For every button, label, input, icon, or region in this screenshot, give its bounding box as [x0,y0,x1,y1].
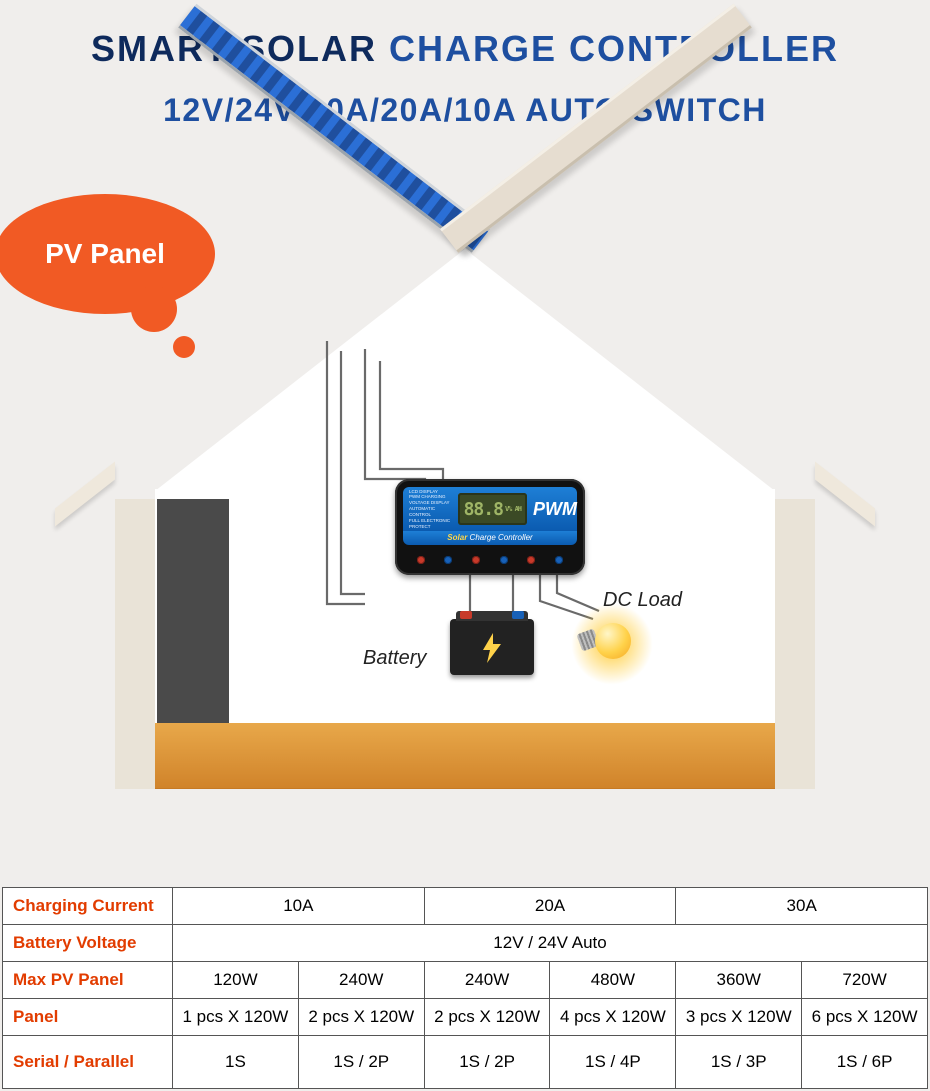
cell: 2 pcs X 120W [424,999,550,1036]
house-diagram: LCD DISPLAY PWM CHARGING VOLTAGE DISPLAY… [65,149,865,799]
pv-panel-callout: PV Panel [0,194,215,314]
lightning-icon [480,633,504,663]
table-row: Max PV Panel120W240W240W480W360W720W [3,962,928,999]
table-row: Panel1 pcs X 120W2 pcs X 120W2 pcs X 120… [3,999,928,1036]
bubble-text: PV Panel [45,238,165,270]
spec-table: Charging Current10A20A30ABattery Voltage… [2,887,928,1089]
battery-icon [450,619,534,675]
cell: 1S [173,1036,299,1089]
interior-sidewall [157,499,229,723]
feat: PROTECT [409,524,458,530]
row-header: Serial / Parallel [3,1036,173,1089]
cell: 480W [550,962,676,999]
table-row: Battery Voltage12V / 24V Auto [3,925,928,962]
cell: 1S / 2P [424,1036,550,1089]
controller-lcd: 88.8 V% AH [458,493,527,525]
cell: 240W [298,962,424,999]
wall-left [115,499,155,789]
controller-pwm-label: PWM [533,499,577,520]
port-icon [555,556,563,564]
table-row: Charging Current10A20A30A [3,888,928,925]
title-line-1: SMART SOLAR CHARGE CONTROLLER [0,28,930,70]
eave-left [55,462,115,527]
port-icon [472,556,480,564]
eave-right [815,462,875,527]
battery-label: Battery [363,647,426,670]
lcd-units: V% AH [505,506,521,513]
cell: 4 pcs X 120W [550,999,676,1036]
dc-load-label: DC Load [603,589,682,612]
battery-terminal-neg [512,611,524,619]
port-icon [444,556,452,564]
bulb-icon [585,617,639,671]
controller-ports [407,551,573,569]
cell: 120W [173,962,299,999]
row-header: Max PV Panel [3,962,173,999]
battery-terminal-pos [460,611,472,619]
cell: 1S / 3P [676,1036,802,1089]
port-icon [500,556,508,564]
cell: 240W [424,962,550,999]
cell: 20A [424,888,676,925]
cell: 1S / 6P [802,1036,928,1089]
title-area: SMART SOLAR CHARGE CONTROLLER 12V/24V 30… [0,0,930,129]
cell: 2 pcs X 120W [298,999,424,1036]
cell: 3 pcs X 120W [676,999,802,1036]
controller-top: LCD DISPLAY PWM CHARGING VOLTAGE DISPLAY… [403,487,577,531]
bulb-glass [595,623,631,659]
cell: 6 pcs X 120W [802,999,928,1036]
port-icon [527,556,535,564]
title-seg2: CHARGE CONTROLLER [389,28,839,69]
interior-gable [155,249,775,491]
controller-subtitle: Solar Charge Controller [403,531,577,545]
table-row: Serial / Parallel1S1S / 2P1S / 2P1S / 4P… [3,1036,928,1089]
cell: 1 pcs X 120W [173,999,299,1036]
sub-b: Charge Controller [467,533,532,542]
lcd-value: 88.8 [464,499,503,520]
cell: 30A [676,888,928,925]
controller-feature-list: LCD DISPLAY PWM CHARGING VOLTAGE DISPLAY… [403,489,458,530]
row-header: Panel [3,999,173,1036]
wall-right [775,499,815,789]
title-line-2: 12V/24V 30A/20A/10A AUTO SWITCH [0,92,930,129]
cell: 720W [802,962,928,999]
cell: 1S / 2P [298,1036,424,1089]
charge-controller: LCD DISPLAY PWM CHARGING VOLTAGE DISPLAY… [395,479,585,575]
cell: 10A [173,888,425,925]
row-header: Charging Current [3,888,173,925]
cell: 1S / 4P [550,1036,676,1089]
sub-a: Solar [447,533,467,542]
port-icon [417,556,425,564]
feat: AUTOMATIC CONTROL [409,506,458,518]
spec-tbody: Charging Current10A20A30ABattery Voltage… [3,888,928,1089]
row-header: Battery Voltage [3,925,173,962]
cell: 12V / 24V Auto [173,925,928,962]
cell: 360W [676,962,802,999]
